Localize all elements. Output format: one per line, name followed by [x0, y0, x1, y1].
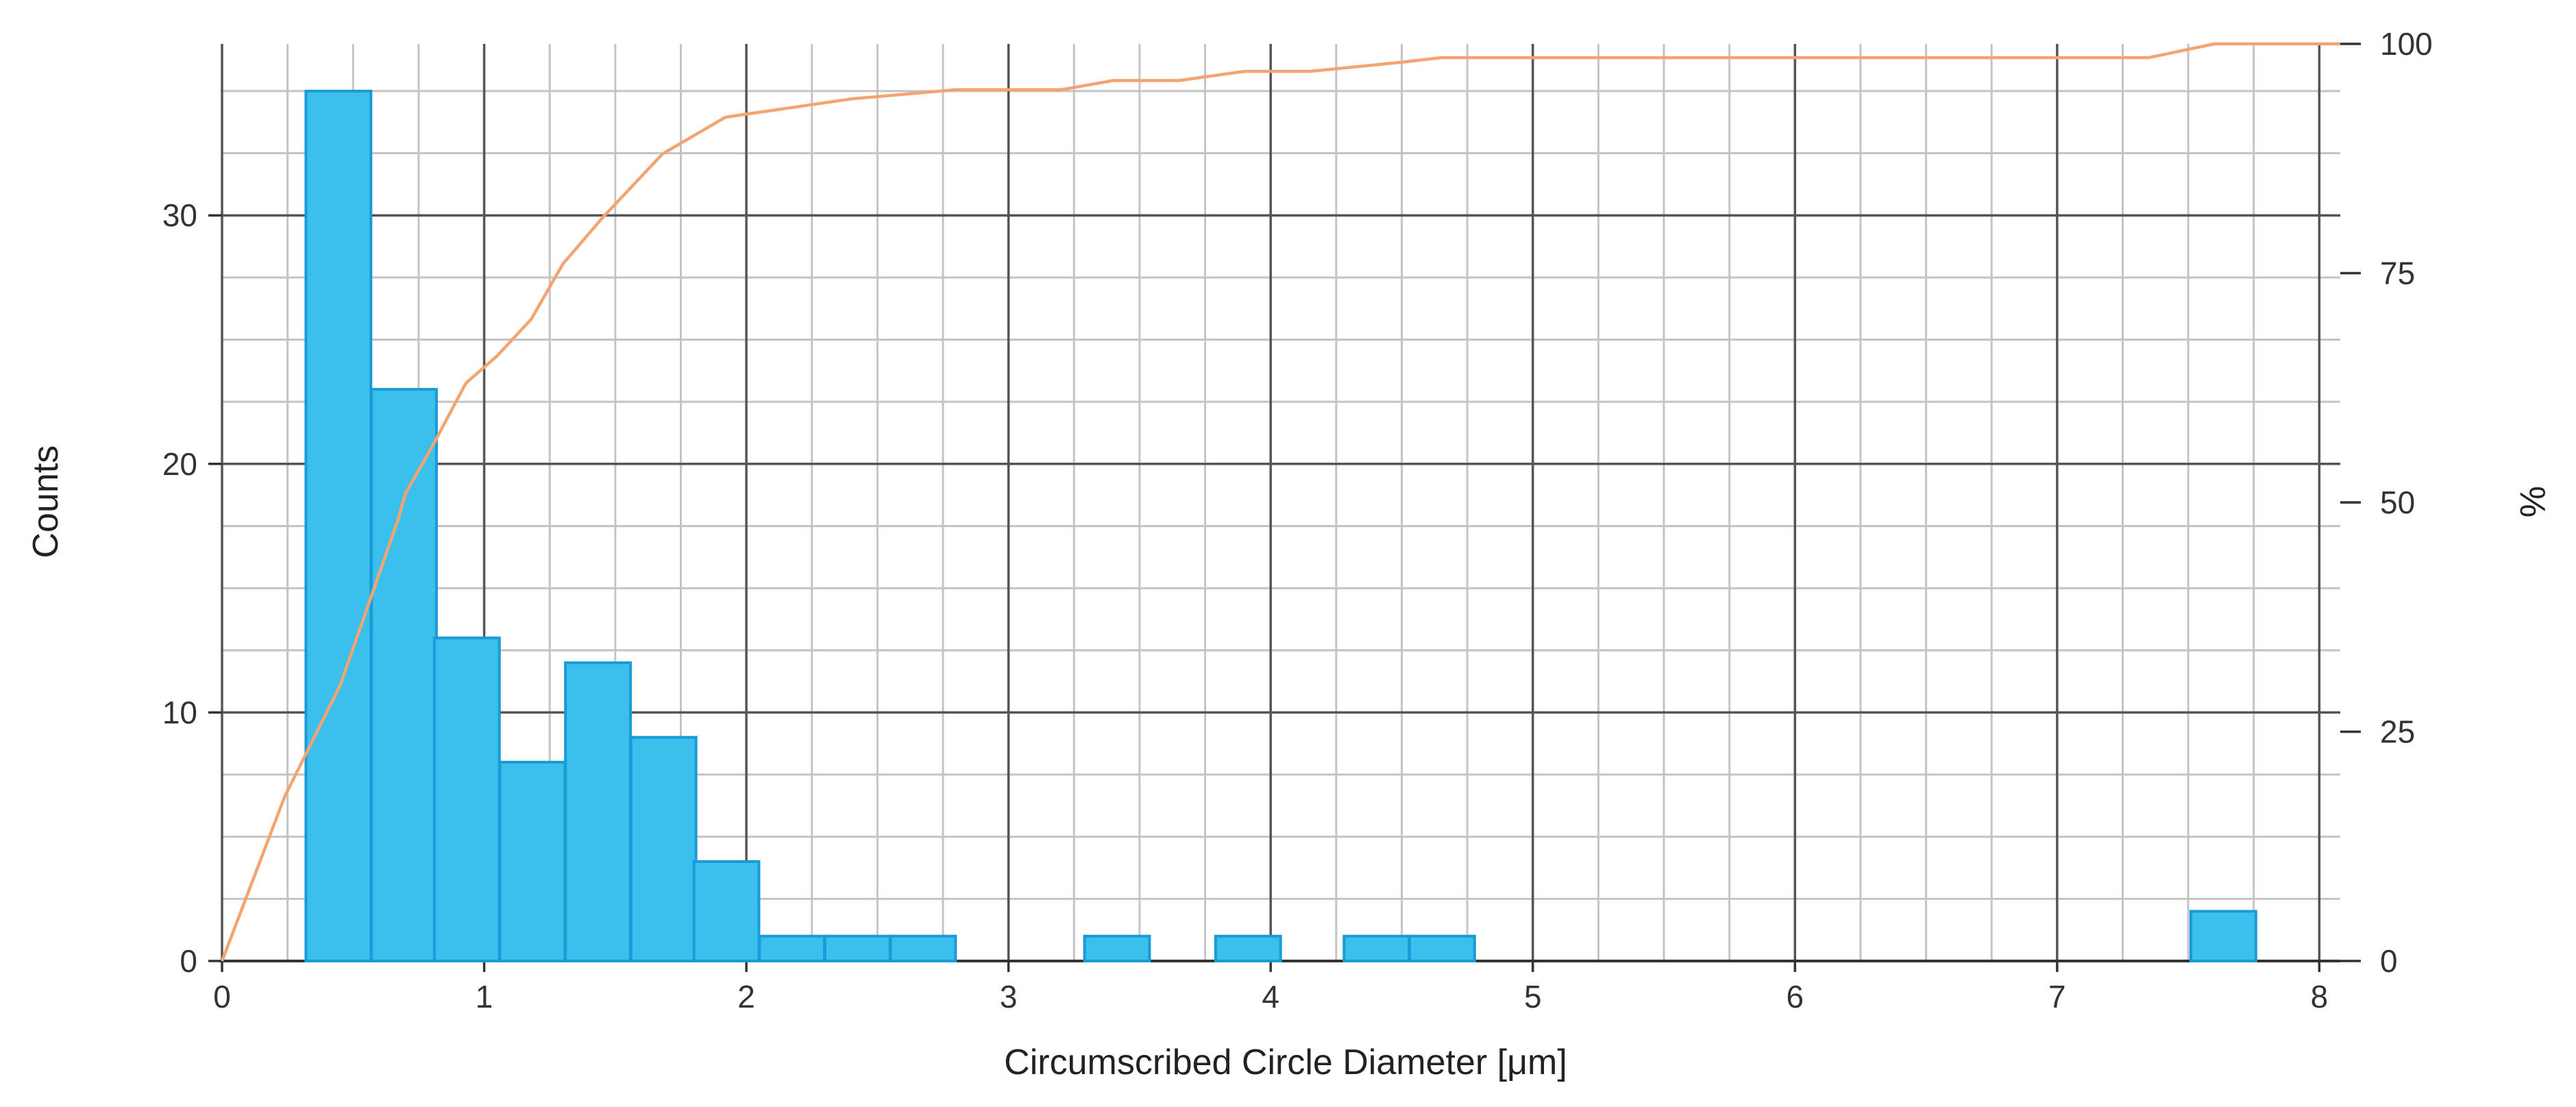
x-tick-label: 7 — [2048, 979, 2066, 1014]
y-axis-title: Counts — [26, 446, 66, 559]
minor-gridlines — [222, 44, 2340, 961]
x-axis-title: Circumscribed Circle Diameter [μm] — [1004, 1043, 1567, 1082]
y2-tick-label: 75 — [2380, 256, 2415, 291]
histogram-bar — [1342, 934, 1411, 963]
x-tick-label: 6 — [1787, 979, 1804, 1014]
y-tick-label: 0 — [180, 943, 197, 979]
tick-labels: 0 1 2 3 4 5 6 7 8 0 10 20 30 0 25 50 75 100 — [162, 26, 2433, 1014]
histogram-bar — [823, 934, 892, 963]
histogram-bar — [1214, 934, 1282, 963]
x-tick-label: 5 — [1524, 979, 1542, 1014]
histogram-bar — [564, 661, 633, 962]
histogram-bar — [370, 388, 438, 962]
histogram-bar — [692, 860, 761, 962]
cumulative-line — [220, 42, 2340, 962]
x-tick-label: 2 — [737, 979, 755, 1014]
y2-tick-label: 0 — [2380, 943, 2398, 979]
histogram-bar — [304, 89, 373, 963]
cumulative-percent-line — [220, 42, 2340, 962]
y-tick-label: 10 — [162, 694, 197, 730]
y2-tick-label: 100 — [2380, 26, 2433, 62]
x-tick-label: 1 — [476, 979, 493, 1014]
x-tick-label: 0 — [213, 979, 231, 1014]
histogram-bar — [758, 934, 826, 963]
histogram-bar — [629, 735, 698, 963]
x-tick-label: 3 — [1000, 979, 1018, 1014]
histogram-bar — [1408, 934, 1476, 963]
major-gridlines — [221, 44, 2340, 961]
y2-tick-label: 50 — [2380, 485, 2415, 520]
x-tick-label: 4 — [1262, 979, 1279, 1014]
histogram-bars — [304, 89, 2257, 963]
y-tick-label: 30 — [162, 197, 197, 233]
histogram-bar — [1083, 934, 1151, 963]
histogram-bar — [498, 760, 567, 962]
histogram-bar — [2189, 910, 2257, 962]
histogram-bar — [432, 636, 501, 962]
histogram-bar — [889, 934, 957, 963]
x-tick-label: 8 — [2311, 979, 2329, 1014]
y2-tick-label: 25 — [2380, 714, 2415, 750]
y2-axis-title: % — [2512, 486, 2552, 518]
y-tick-label: 20 — [162, 446, 197, 482]
